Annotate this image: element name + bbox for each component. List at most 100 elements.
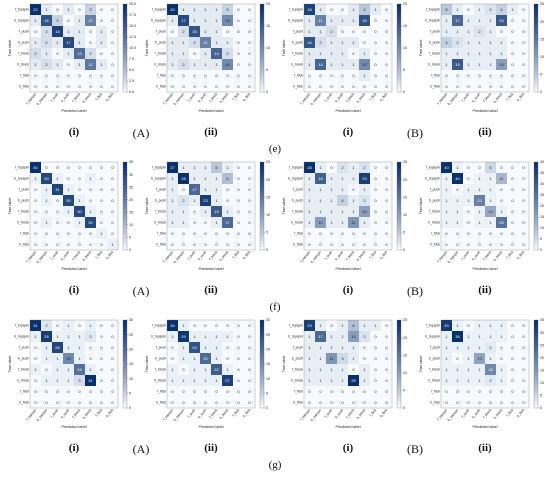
cell-value: 1 bbox=[478, 367, 481, 372]
heatmap-cell bbox=[189, 162, 200, 173]
heatmap-cell bbox=[52, 353, 63, 364]
heatmap-cell bbox=[370, 184, 381, 195]
heatmap-cell bbox=[96, 70, 107, 81]
cell-value: 19 bbox=[455, 62, 460, 67]
cell-value: 0 bbox=[111, 51, 114, 56]
heatmap-cell bbox=[348, 173, 359, 184]
cell-value: 1 bbox=[489, 198, 492, 203]
x-tick-label: f_block bbox=[71, 408, 81, 419]
cell-value: 0 bbox=[478, 389, 481, 394]
heatmap-cell bbox=[370, 342, 381, 353]
heatmap-cell bbox=[507, 320, 518, 331]
colorbar-segment bbox=[534, 355, 538, 359]
colorbar-segment bbox=[260, 15, 264, 19]
cell-value: 1 bbox=[67, 51, 70, 56]
heatmap-cell bbox=[107, 48, 118, 59]
cell-value: 0 bbox=[45, 84, 48, 89]
colorbar-tick-label: 30 bbox=[129, 318, 133, 322]
cell-value: 3 bbox=[341, 356, 344, 361]
heatmap-cell bbox=[41, 37, 52, 48]
heatmap-cell bbox=[370, 320, 381, 331]
cell-value: 0 bbox=[374, 176, 377, 181]
cell-value: 1 bbox=[467, 345, 470, 350]
cell-value: 0 bbox=[445, 400, 448, 405]
heatmap-cell bbox=[222, 375, 233, 386]
heatmap-cell bbox=[63, 59, 74, 70]
heatmap-cell bbox=[74, 173, 85, 184]
cell-value: 0 bbox=[248, 187, 251, 192]
colorbar-tick-label: 10 bbox=[540, 226, 544, 230]
heatmap-cell bbox=[200, 386, 211, 397]
cell-value: 2 bbox=[193, 40, 196, 45]
colorbar-segment bbox=[123, 328, 127, 333]
cell-value: 0 bbox=[193, 220, 196, 225]
cell-value: 5 bbox=[215, 165, 218, 170]
heatmap-cell bbox=[107, 162, 118, 173]
cell-value: 0 bbox=[511, 378, 514, 383]
y-tick-label: f_flick bbox=[20, 390, 29, 394]
cell-value: 0 bbox=[248, 334, 251, 339]
colorbar-tick-label: 15 bbox=[540, 215, 544, 219]
heatmap-cell bbox=[315, 375, 326, 386]
heatmap-cell bbox=[463, 217, 474, 228]
colorbar-segment bbox=[260, 369, 264, 374]
y-tick-label: b_flick bbox=[19, 243, 29, 247]
heatmap-cell bbox=[518, 184, 529, 195]
heatmap-cell bbox=[337, 217, 348, 228]
heatmap-frame bbox=[29, 3, 119, 93]
heatmap-cell bbox=[178, 26, 189, 37]
colorbar-segment bbox=[123, 211, 127, 216]
cell-value: 0 bbox=[34, 73, 37, 78]
heatmap-cell bbox=[463, 162, 474, 173]
cell-value: 0 bbox=[226, 356, 229, 361]
colorbar-segment bbox=[260, 185, 264, 189]
heatmap-cell bbox=[452, 37, 463, 48]
colorbar-segment bbox=[123, 170, 127, 175]
cell-value: 0 bbox=[56, 389, 59, 394]
cell-value: 0 bbox=[500, 389, 503, 394]
heatmap-cell bbox=[315, 48, 326, 59]
colorbar-segment bbox=[123, 405, 127, 409]
cell-value: 0 bbox=[226, 400, 229, 405]
heatmap-cell bbox=[381, 375, 392, 386]
panel-sub-label: (i) bbox=[68, 126, 80, 138]
cell-value: 0 bbox=[385, 165, 388, 170]
cell-value: 0 bbox=[352, 29, 355, 34]
colorbar-segment bbox=[534, 244, 538, 248]
colorbar-segment bbox=[260, 42, 264, 46]
cell-value: 0 bbox=[522, 84, 525, 89]
colorbar-segment bbox=[397, 36, 401, 40]
y-tick-label: b_push bbox=[292, 41, 303, 45]
y-tick-label: f_block bbox=[429, 52, 440, 56]
cell-value: 1 bbox=[215, 334, 218, 339]
colorbar-segment bbox=[260, 322, 264, 327]
x-axis-label: Predicted label bbox=[61, 425, 86, 429]
x-tick-label: f_flick bbox=[95, 92, 104, 101]
heatmap-cell bbox=[30, 353, 41, 364]
heatmap-cell bbox=[496, 81, 507, 92]
heatmap-cell bbox=[74, 81, 85, 92]
heatmap-cell bbox=[74, 228, 85, 239]
cell-value: 1 bbox=[352, 18, 355, 23]
heatmap-cell bbox=[315, 184, 326, 195]
heatmap-cell bbox=[211, 206, 222, 217]
cell-value: 23 bbox=[307, 323, 312, 328]
cell-value: 1 bbox=[171, 176, 174, 181]
colorbar-segment bbox=[260, 320, 264, 324]
x-axis-label: Predicted label bbox=[198, 267, 223, 271]
cell-value: 11 bbox=[351, 220, 356, 225]
heatmap-cell bbox=[189, 4, 200, 15]
cell-value: 1 bbox=[89, 209, 92, 214]
colorbar-tick-label: 10 bbox=[266, 46, 270, 50]
cell-value: 0 bbox=[100, 389, 103, 394]
colorbar-segment bbox=[123, 162, 127, 166]
y-tick-label: f_push bbox=[293, 346, 303, 350]
cell-value: 1 bbox=[319, 198, 322, 203]
cell-value: 1 bbox=[78, 334, 81, 339]
cell-value: 1 bbox=[478, 62, 481, 67]
cell-value: 0 bbox=[522, 334, 525, 339]
cell-value: 1 bbox=[308, 378, 311, 383]
x-tick-label: b_push bbox=[471, 92, 481, 103]
heatmap-cell bbox=[178, 397, 189, 408]
heatmap-cell bbox=[337, 37, 348, 48]
